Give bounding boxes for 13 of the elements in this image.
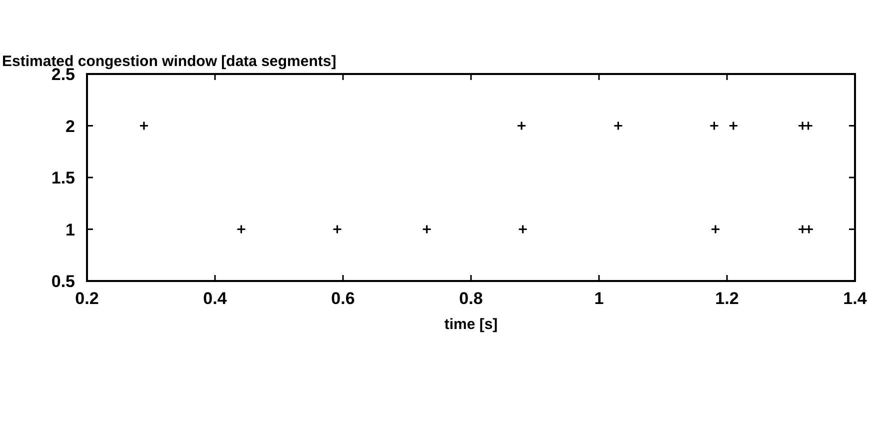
y-tick-label: 2	[66, 116, 75, 136]
x-tick-label: 0.4	[203, 289, 228, 308]
y-tick-label: 2.5	[51, 65, 75, 84]
x-tick-label: 1	[594, 289, 604, 308]
y-tick-label: 1.5	[51, 168, 75, 188]
x-axis-title: time [s]	[444, 316, 498, 333]
x-tick-label: 1.4	[843, 289, 868, 308]
x-tick-label: 0.6	[331, 289, 355, 308]
x-tick-label: 1.2	[715, 289, 739, 308]
y-tick-label: 1	[66, 220, 75, 240]
x-tick-label: 0.2	[75, 289, 99, 308]
y-tick-label: 0.5	[51, 272, 75, 291]
x-tick-label: 0.8	[459, 289, 483, 308]
